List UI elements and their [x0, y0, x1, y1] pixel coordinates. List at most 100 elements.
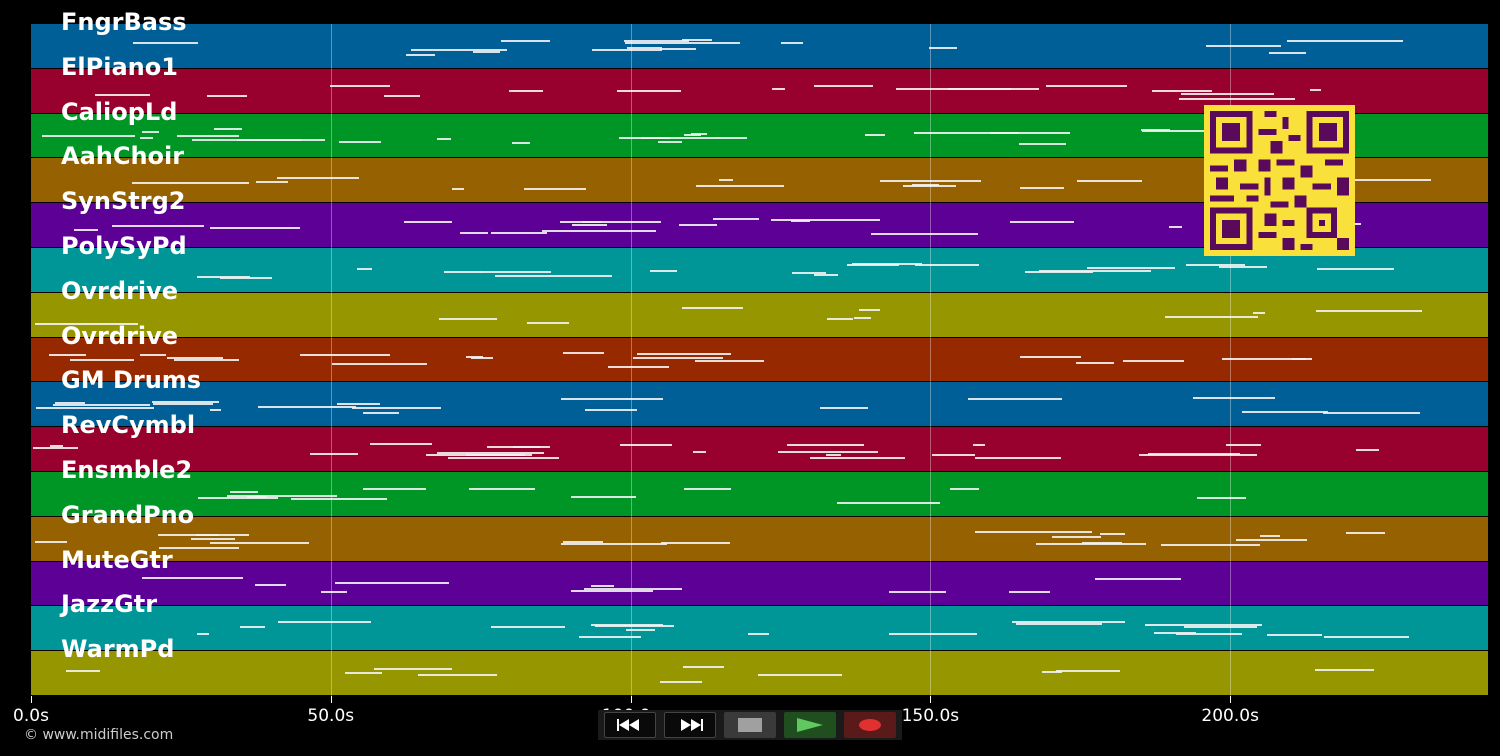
note-stroke [1141, 130, 1245, 133]
note-stroke [624, 41, 741, 44]
note-stroke [112, 224, 204, 227]
note-stroke [1315, 309, 1422, 312]
note-stroke [929, 47, 957, 50]
note-stroke [140, 354, 167, 357]
note-stroke [207, 95, 247, 98]
note-stroke [826, 454, 842, 457]
play-icon [797, 718, 823, 732]
note-stroke [1056, 669, 1121, 672]
track-lane[interactable]: JazzGtr [31, 590, 1488, 652]
stop-button[interactable] [724, 712, 776, 738]
tick-mark [1230, 696, 1232, 703]
note-stroke [1309, 88, 1321, 91]
record-button[interactable] [844, 712, 896, 738]
note-stroke [42, 135, 136, 138]
note-stroke [1316, 267, 1394, 270]
time-gridline [330, 24, 332, 696]
track-lane[interactable]: MuteGtr [31, 546, 1488, 607]
note-stroke [1009, 590, 1050, 593]
record-icon [859, 719, 881, 731]
note-stroke [255, 584, 286, 587]
track-lane[interactable]: Ovrdrive [31, 322, 1488, 383]
note-stroke [176, 134, 240, 137]
rewind-button[interactable] [604, 712, 656, 738]
note-stroke [210, 226, 300, 229]
note-stroke [220, 277, 272, 280]
note-stroke [338, 140, 382, 143]
note-stroke [1147, 452, 1240, 455]
note-stroke [469, 487, 536, 490]
note-stroke [1024, 270, 1093, 273]
note-stroke [889, 590, 947, 593]
note-stroke [133, 42, 199, 45]
note-stroke [334, 581, 449, 584]
track-lane[interactable]: GrandPno [31, 501, 1488, 562]
piano-roll[interactable]: FngrBass ElPiano1 CaliopLd AahChoir SynStrg2… [31, 8, 1488, 696]
note-stroke [623, 39, 690, 42]
note-stroke [66, 670, 100, 672]
note-stroke [374, 667, 453, 670]
note-stroke [1218, 266, 1267, 269]
note-stroke [1095, 577, 1182, 580]
note-stroke [1346, 532, 1386, 535]
note-stroke [69, 359, 135, 362]
note-stroke [229, 490, 258, 493]
note-stroke [692, 450, 706, 453]
note-stroke [159, 546, 240, 549]
note-stroke [852, 263, 922, 266]
note-stroke [595, 624, 674, 627]
note-stroke [1267, 633, 1322, 636]
note-stroke [889, 633, 978, 636]
note-stroke [572, 223, 607, 226]
note-stroke [141, 131, 160, 134]
note-stroke [470, 357, 494, 360]
track-name: Ovrdrive [61, 276, 179, 305]
note-stroke [1020, 356, 1082, 359]
note-stroke [1041, 670, 1063, 673]
track-lane[interactable]: WarmPd [31, 635, 1488, 696]
note-stroke [213, 128, 242, 131]
track-lane[interactable]: Ensmble2 [31, 456, 1488, 517]
note-stroke [591, 49, 663, 52]
note-stroke [1356, 449, 1379, 452]
note-stroke [198, 496, 279, 499]
stop-icon [738, 718, 762, 732]
note-stroke [276, 176, 360, 179]
note-stroke [1206, 45, 1281, 47]
note-stroke [1081, 541, 1123, 544]
note-stroke [637, 353, 731, 356]
note-stroke [197, 633, 209, 636]
note-stroke [411, 48, 508, 51]
note-stroke [1269, 52, 1306, 55]
tick-mark [330, 696, 332, 703]
fast-forward-button[interactable] [664, 712, 716, 738]
note-stroke [620, 444, 672, 447]
tick-label: 200.0s [1201, 706, 1259, 726]
note-stroke [1181, 93, 1274, 96]
play-button[interactable] [784, 712, 836, 738]
note-stroke [1196, 496, 1246, 499]
note-stroke [691, 132, 708, 135]
note-stroke [661, 541, 731, 544]
note-stroke [1225, 444, 1261, 447]
note-stroke [191, 138, 301, 141]
note-stroke [932, 454, 975, 457]
note-stroke [491, 626, 565, 629]
track-lane[interactable]: Ovrdrive [31, 277, 1488, 338]
fast-forward-icon [681, 719, 703, 731]
note-stroke [683, 133, 701, 136]
note-stroke [356, 268, 373, 271]
track-name: FngrBass [61, 8, 187, 36]
track-lane[interactable]: GM Drums [31, 366, 1488, 428]
note-stroke [153, 402, 213, 405]
note-stroke [772, 88, 786, 91]
note-stroke [1252, 312, 1265, 315]
track-lane[interactable]: RevCymbl [31, 411, 1488, 472]
note-stroke [780, 42, 804, 45]
note-stroke [649, 270, 677, 273]
note-stroke [53, 403, 150, 406]
track-lane[interactable]: FngrBass [31, 8, 1488, 69]
note-stroke [439, 317, 497, 320]
note-stroke [682, 39, 712, 42]
note-stroke [820, 406, 869, 409]
